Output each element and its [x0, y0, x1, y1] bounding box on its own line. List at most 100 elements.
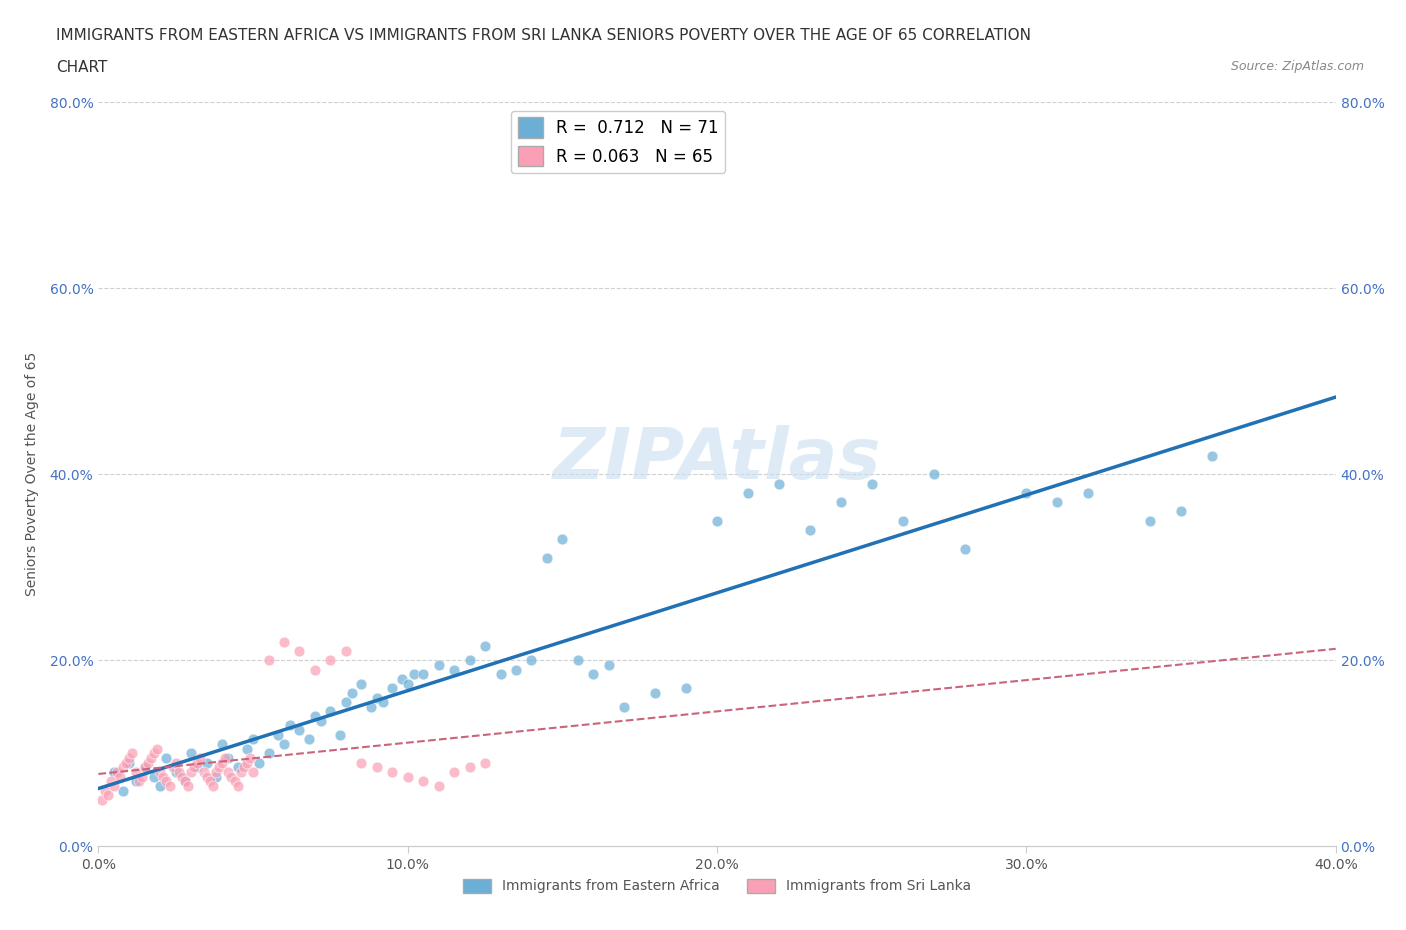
Point [582, 667, 605, 682]
Point [1077, 485, 1099, 500]
Y-axis label: Seniors Poverty Over the Age of 65: Seniors Poverty Over the Age of 65 [24, 352, 38, 596]
Point [396, 676, 419, 691]
Point [162, 760, 184, 775]
Point [174, 774, 197, 789]
Point [97, 788, 120, 803]
Point [267, 727, 290, 742]
Point [412, 774, 434, 789]
Point [288, 644, 311, 658]
Point [205, 764, 228, 779]
Point [143, 746, 166, 761]
Point [195, 755, 218, 770]
Point [273, 737, 295, 751]
Point [239, 751, 262, 765]
Point [186, 760, 208, 775]
Point [139, 751, 162, 765]
Point [149, 778, 172, 793]
Point [520, 653, 543, 668]
Point [121, 746, 143, 761]
Point [304, 709, 326, 724]
Point [350, 755, 373, 770]
Point [112, 783, 135, 798]
Point [489, 667, 512, 682]
Point [381, 681, 404, 696]
Point [108, 769, 131, 784]
Point [340, 685, 363, 700]
Point [304, 662, 326, 677]
Point [567, 653, 589, 668]
Point [232, 760, 254, 775]
Point [1201, 448, 1223, 463]
Point [211, 755, 233, 770]
Point [458, 760, 481, 775]
Point [443, 764, 465, 779]
Point [131, 769, 153, 784]
Point [613, 699, 636, 714]
Point [170, 769, 193, 784]
Point [381, 764, 404, 779]
Point [190, 751, 212, 765]
Point [195, 769, 218, 784]
Point [208, 760, 231, 775]
Point [644, 685, 666, 700]
Point [103, 778, 125, 793]
Point [412, 667, 434, 682]
Point [257, 746, 280, 761]
Point [105, 764, 128, 779]
Point [183, 760, 205, 775]
Point [396, 769, 419, 784]
Point [427, 778, 450, 793]
Point [1170, 504, 1192, 519]
Point [371, 695, 394, 710]
Point [1139, 513, 1161, 528]
Point [391, 671, 413, 686]
Point [706, 513, 728, 528]
Point [186, 755, 208, 770]
Point [124, 764, 146, 779]
Point [366, 760, 388, 775]
Point [149, 764, 172, 779]
Point [242, 732, 264, 747]
Point [226, 778, 249, 793]
Point [236, 741, 259, 756]
Point [799, 523, 821, 538]
Point [288, 723, 311, 737]
Point [366, 690, 388, 705]
Point [922, 467, 945, 482]
Point [180, 764, 202, 779]
Point [205, 769, 228, 784]
Point [224, 774, 246, 789]
Point [93, 783, 115, 798]
Point [159, 778, 181, 793]
Point [247, 755, 270, 770]
Point [155, 751, 177, 765]
Point [474, 639, 496, 654]
Point [136, 755, 159, 770]
Point [443, 662, 465, 677]
Point [214, 751, 236, 765]
Point [505, 662, 527, 677]
Point [335, 644, 357, 658]
Point [174, 774, 197, 789]
Point [143, 769, 166, 784]
Point [177, 778, 200, 793]
Point [226, 760, 249, 775]
Point [329, 727, 352, 742]
Point [737, 485, 759, 500]
Point [180, 746, 202, 761]
Text: IMMIGRANTS FROM EASTERN AFRICA VS IMMIGRANTS FROM SRI LANKA SENIORS POVERTY OVER: IMMIGRANTS FROM EASTERN AFRICA VS IMMIGR… [56, 28, 1031, 43]
Point [350, 676, 373, 691]
Point [458, 653, 481, 668]
Point [229, 764, 252, 779]
Point [242, 764, 264, 779]
Point [319, 653, 342, 668]
Text: CHART: CHART [56, 60, 108, 75]
Point [167, 764, 190, 779]
Point [830, 495, 852, 510]
Point [152, 769, 174, 784]
Point [201, 778, 224, 793]
Point [115, 755, 138, 770]
Point [217, 764, 239, 779]
Point [221, 769, 243, 784]
Point [551, 532, 574, 547]
